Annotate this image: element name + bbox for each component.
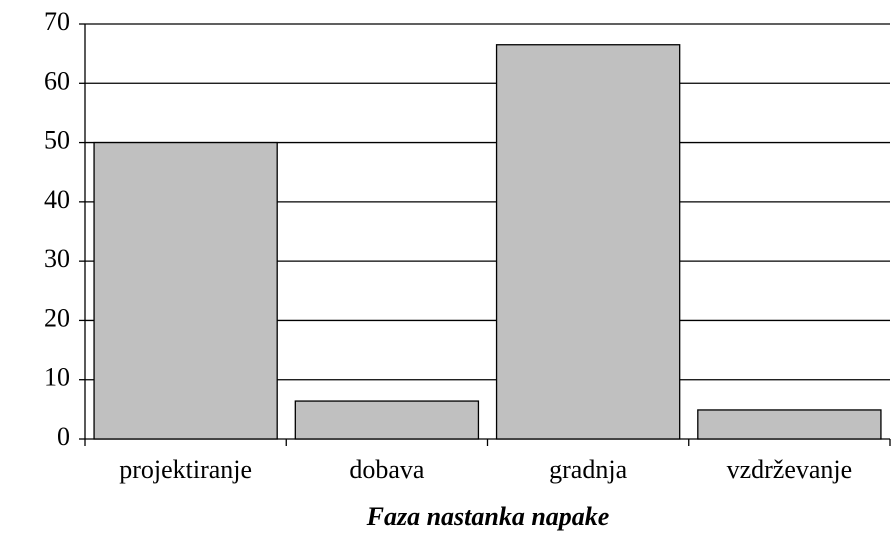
y-tick-label: 30 xyxy=(44,244,70,273)
y-tick-label: 10 xyxy=(44,363,70,392)
bar xyxy=(294,400,480,440)
bar xyxy=(93,141,278,440)
x-tick-label: vzdrževanje xyxy=(727,455,853,484)
y-tick-label: 20 xyxy=(44,303,70,332)
y-tick-label: 0 xyxy=(57,422,70,451)
x-tick-label: gradnja xyxy=(549,455,627,484)
y-tick-label: 70 xyxy=(44,7,70,36)
y-tick-label: 60 xyxy=(44,66,70,95)
x-tick-label: dobava xyxy=(349,455,425,484)
x-axis-label: Faza nastanka napake xyxy=(366,502,610,531)
bar xyxy=(495,44,681,440)
x-tick-label: projektiranje xyxy=(119,455,252,484)
y-tick-label: 50 xyxy=(44,126,70,155)
y-tick-label: 40 xyxy=(44,185,70,214)
bar xyxy=(697,409,882,440)
